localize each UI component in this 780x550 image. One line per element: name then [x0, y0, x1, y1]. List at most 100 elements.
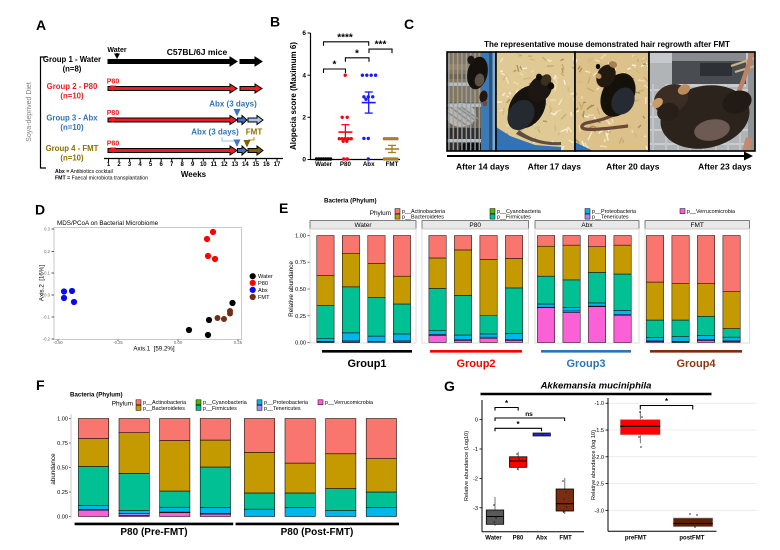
svg-text:****: ****	[337, 32, 353, 43]
svg-text:0.50: 0.50	[295, 287, 306, 293]
svg-text:p__Verrucomicrobia: p__Verrucomicrobia	[687, 209, 735, 215]
svg-text:Abx: Abx	[258, 288, 268, 294]
svg-text:Abx (3 days): Abx (3 days)	[209, 100, 257, 109]
svg-text:7: 7	[170, 162, 174, 168]
svg-text:Abx (3 days): Abx (3 days)	[191, 128, 239, 137]
svg-text:Group 4 - FMT: Group 4 - FMT	[46, 144, 99, 153]
svg-text:*: *	[355, 48, 359, 59]
svg-text:(n=10): (n=10)	[60, 123, 84, 132]
svg-text:3: 3	[128, 162, 132, 168]
svg-text:Abx: Abx	[363, 161, 375, 168]
svg-text:p__Cyanobacteria: p__Cyanobacteria	[497, 209, 541, 215]
svg-text:*: *	[665, 397, 669, 406]
svg-text:P80: P80	[258, 281, 268, 287]
svg-text:*: *	[516, 420, 520, 429]
svg-text:*: *	[333, 60, 337, 71]
svg-text:13: 13	[232, 162, 239, 168]
svg-text:14: 14	[242, 162, 249, 168]
svg-text:0.25: 0.25	[234, 340, 243, 345]
svg-text:Water: Water	[107, 47, 126, 54]
svg-text:preFMT: preFMT	[625, 536, 647, 542]
svg-text:0.50: 0.50	[57, 466, 68, 472]
svg-text:0.75: 0.75	[57, 441, 68, 447]
svg-text:FMT: FMT	[691, 222, 704, 229]
svg-text:(n=10): (n=10)	[60, 92, 84, 101]
svg-text:-1: -1	[473, 447, 478, 453]
svg-text:The representative mouse demon: The representative mouse demonstrated ha…	[484, 40, 730, 49]
svg-text:P80 (Pre-FMT): P80 (Pre-FMT)	[120, 527, 187, 538]
svg-text:Group1: Group1	[347, 358, 386, 370]
svg-text:MDS/PCoA on Bacterial Microbio: MDS/PCoA on Bacterial Microbiome	[57, 220, 159, 227]
svg-text:Water: Water	[354, 222, 372, 229]
svg-text:Soya-deprived Diet: Soya-deprived Diet	[26, 82, 33, 142]
svg-text:12: 12	[221, 162, 228, 168]
svg-text:p__Verrucomicrobia: p__Verrucomicrobia	[325, 400, 373, 406]
svg-text:FMT: FMT	[258, 295, 270, 301]
svg-text:-3.0: -3.0	[594, 508, 604, 514]
svg-text:-2: -2	[473, 476, 478, 482]
svg-text:-2.5: -2.5	[594, 482, 604, 488]
svg-text:2: 2	[117, 162, 121, 168]
svg-text:Phylum: Phylum	[112, 401, 133, 408]
svg-text:p__Proteobacteria: p__Proteobacteria	[264, 400, 308, 406]
svg-text:-0.2: -0.2	[43, 337, 51, 342]
svg-text:0.75: 0.75	[295, 260, 306, 266]
svg-text:0.00: 0.00	[174, 340, 183, 345]
svg-text:4: 4	[138, 162, 142, 168]
svg-text:Abx = Antibiotics cocktail: Abx = Antibiotics cocktail	[55, 169, 113, 175]
svg-text:1.00: 1.00	[295, 234, 306, 240]
svg-text:9: 9	[191, 162, 195, 168]
svg-text:E: E	[279, 200, 288, 216]
svg-text:1.00: 1.00	[57, 417, 68, 423]
svg-text:P80: P80	[513, 536, 524, 542]
svg-text:FMT: FMT	[386, 161, 399, 168]
svg-text:D: D	[35, 202, 45, 218]
svg-text:P80: P80	[340, 161, 352, 168]
svg-text:B: B	[270, 14, 280, 30]
svg-text:8: 8	[181, 162, 185, 168]
svg-text:After 17 days: After 17 days	[528, 162, 582, 172]
svg-text:Axis.2 [16%]: Axis.2 [16%]	[39, 265, 46, 301]
svg-text:P80: P80	[107, 79, 120, 86]
svg-text:-2.0: -2.0	[594, 455, 604, 461]
svg-text:Axis.1 [59.2%]: Axis.1 [59.2%]	[133, 346, 175, 353]
svg-text:Group4: Group4	[676, 358, 716, 370]
svg-text:0.0: 0.0	[44, 293, 50, 298]
svg-text:FMT: FMT	[246, 128, 263, 137]
svg-text:P80: P80	[469, 222, 481, 229]
svg-text:G: G	[444, 378, 455, 394]
svg-text:Alopecia score (Maximum 6): Alopecia score (Maximum 6)	[289, 42, 298, 150]
svg-text:postFMT: postFMT	[679, 536, 704, 542]
svg-text:Water: Water	[485, 536, 502, 542]
svg-text:-0.1: -0.1	[43, 315, 51, 320]
svg-text:Abx: Abx	[581, 222, 593, 229]
svg-text:p__Actinobacteria: p__Actinobacteria	[143, 400, 186, 406]
svg-text:Relative abundance: Relative abundance	[288, 261, 295, 317]
svg-text:Relative abundance (Log10): Relative abundance (Log10)	[464, 431, 470, 501]
svg-text:6: 6	[160, 162, 164, 168]
svg-text:p__Bacteroidetes: p__Bacteroidetes	[402, 215, 444, 221]
svg-text:p__Actinobacteria: p__Actinobacteria	[402, 209, 445, 215]
svg-text:-0.25: -0.25	[113, 340, 123, 345]
svg-text:Bacteria (Phylum): Bacteria (Phylum)	[70, 392, 123, 399]
svg-text:-1.5: -1.5	[594, 428, 604, 434]
svg-text:0: 0	[302, 157, 306, 164]
svg-text:0: 0	[475, 418, 478, 424]
svg-text:15: 15	[253, 162, 260, 168]
svg-text:ns: ns	[525, 411, 533, 418]
svg-text:F: F	[36, 377, 45, 393]
svg-text:p__Firmicutes: p__Firmicutes	[497, 215, 531, 221]
svg-text:10: 10	[200, 162, 207, 168]
svg-text:p__Cyanobacteria: p__Cyanobacteria	[203, 400, 247, 406]
svg-text:C: C	[404, 16, 414, 32]
svg-text:Abx: Abx	[536, 536, 548, 542]
svg-text:-1.0: -1.0	[594, 401, 604, 407]
svg-text:4: 4	[302, 72, 306, 79]
svg-text:0.1: 0.1	[44, 271, 50, 276]
svg-text:Akkemansia muciniphila: Akkemansia muciniphila	[540, 381, 652, 392]
svg-text:p__Firmicutes: p__Firmicutes	[203, 406, 237, 412]
svg-text:Group2: Group2	[456, 358, 495, 370]
svg-text:p__Proteobacteria: p__Proteobacteria	[592, 209, 636, 215]
svg-text:2: 2	[302, 115, 306, 122]
svg-text:0.00: 0.00	[295, 341, 306, 347]
